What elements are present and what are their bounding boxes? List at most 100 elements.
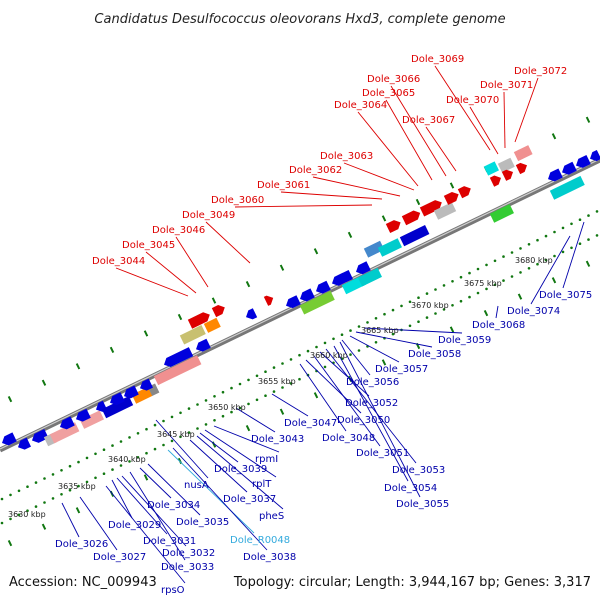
tick-row-upper-dot — [417, 296, 420, 300]
tick-row-lower-dot — [238, 406, 242, 410]
tick-row-lower-dot — [476, 291, 480, 295]
label-leader-line — [235, 407, 276, 433]
tick-row-lower-dot — [94, 476, 97, 480]
gene-features — [2, 145, 600, 450]
gene-label: Dole_3056 — [346, 377, 399, 388]
gene-label: Dole_3044 — [92, 256, 145, 267]
major-tick-upper — [109, 346, 115, 354]
tick-row-lower-dot — [0, 521, 4, 525]
label-leader-line — [61, 502, 80, 538]
gene-label: Dole_3059 — [438, 335, 491, 346]
major-tick-upper — [177, 313, 183, 321]
major-tick-upper — [41, 379, 47, 386]
tick-row-upper-dot — [306, 349, 310, 353]
tick-row-upper-dot — [459, 275, 463, 279]
tick-row-upper-dot — [434, 288, 437, 291]
gene-arrow — [316, 280, 331, 294]
gene-arrow — [515, 162, 528, 175]
tick-row-upper-dot — [162, 419, 165, 423]
major-tick-upper — [415, 198, 421, 206]
gene-label: Dole_3070 — [446, 95, 499, 106]
scale-label: 3635 kbp — [58, 482, 96, 491]
tick-row-upper-dot — [536, 238, 539, 242]
tick-row-lower-dot — [247, 402, 250, 406]
label-leader-line — [425, 126, 457, 172]
gene-arrow — [60, 416, 75, 430]
tick-row-upper-dot — [0, 497, 4, 501]
tick-row-lower-dot — [145, 451, 148, 455]
tick-row-lower-dot — [442, 308, 446, 311]
gene-label: Dole_3058 — [408, 349, 461, 360]
tick-row-lower-dot — [510, 275, 514, 278]
tick-row-upper-dot — [102, 448, 106, 452]
gene-label: Dole_3027 — [93, 552, 146, 563]
gene-label: rpmI — [255, 454, 278, 465]
gene-arrow — [501, 169, 514, 181]
major-tick-lower — [381, 359, 387, 366]
tick-row-lower-dot — [85, 480, 89, 484]
label-leader-line — [271, 393, 309, 417]
gene-label: Dole_3039 — [214, 464, 267, 475]
scale-label: 3630 kbp — [8, 510, 46, 519]
tick-row-lower-dot — [77, 484, 80, 488]
major-tick-lower — [585, 260, 591, 267]
gene-arrow — [263, 295, 274, 306]
gene-label: Dole_3049 — [182, 210, 235, 221]
label-leader-line — [205, 221, 251, 264]
tick-row-upper-dot — [34, 481, 38, 484]
label-leader-line — [325, 348, 417, 464]
tick-row-upper-dot — [561, 226, 565, 230]
tick-row-upper-dot — [187, 407, 191, 410]
tick-row-upper-dot — [136, 432, 140, 435]
gene-block — [299, 290, 335, 315]
tick-row-lower-dot — [561, 250, 565, 254]
tick-row-lower-dot — [485, 287, 488, 291]
tick-row-lower-dot — [264, 394, 267, 398]
tick-row-lower-dot — [51, 497, 55, 500]
tick-row-lower-dot — [349, 353, 352, 356]
tick-row-upper-dot — [145, 427, 148, 431]
tick-row-lower-dot — [553, 254, 556, 258]
map-title: Candidatus Desulfococcus oleovorans Hxd3… — [94, 12, 505, 27]
tick-row-upper-dot — [587, 214, 590, 217]
tick-row-upper-dot — [77, 460, 80, 464]
tick-row-lower-dot — [493, 283, 497, 287]
label-leader-line — [469, 106, 499, 155]
tick-row-lower-dot — [434, 312, 437, 315]
tick-row-lower-dot — [162, 443, 165, 447]
gene-arrow — [140, 378, 153, 391]
tick-row-lower-dot — [170, 439, 174, 443]
scale-label: 3665 kbp — [361, 326, 399, 335]
major-tick-upper — [245, 280, 251, 288]
tick-row-upper-dot — [357, 325, 361, 328]
tick-row-lower-dot — [204, 423, 208, 426]
label-leader-line — [341, 339, 371, 376]
gene-arrow — [164, 347, 194, 368]
gene-arrow — [211, 305, 225, 318]
gene-arrow — [76, 408, 91, 422]
tick-row-upper-dot — [204, 399, 208, 402]
label-leader-line — [79, 496, 118, 551]
gene-label: rplT — [252, 479, 272, 490]
gene-arrow — [124, 385, 139, 399]
label-leader-line — [357, 111, 419, 187]
scale-label: 3670 kbp — [411, 301, 449, 310]
label-leader-line — [390, 85, 447, 177]
scale-label: 3660 kbp — [310, 351, 348, 360]
tick-row-lower-dot — [527, 267, 531, 270]
scale-label: 3640 kbp — [108, 455, 146, 464]
major-tick-upper — [211, 297, 217, 304]
tick-row-lower-dot — [374, 341, 378, 344]
gene-label: Dole_3055 — [396, 499, 449, 510]
label-leader-line — [116, 477, 168, 535]
gene-label: Dole_3050 — [337, 415, 390, 426]
gene-arrow — [286, 295, 301, 309]
tick-row-upper-dot — [374, 317, 378, 320]
tick-row-lower-dot — [102, 472, 106, 476]
label-leader-line — [155, 419, 209, 479]
major-tick-upper — [585, 116, 591, 123]
gene-arrow — [419, 200, 442, 217]
gene-label: Dole_3035 — [176, 517, 229, 528]
gene-arrow — [401, 210, 421, 226]
